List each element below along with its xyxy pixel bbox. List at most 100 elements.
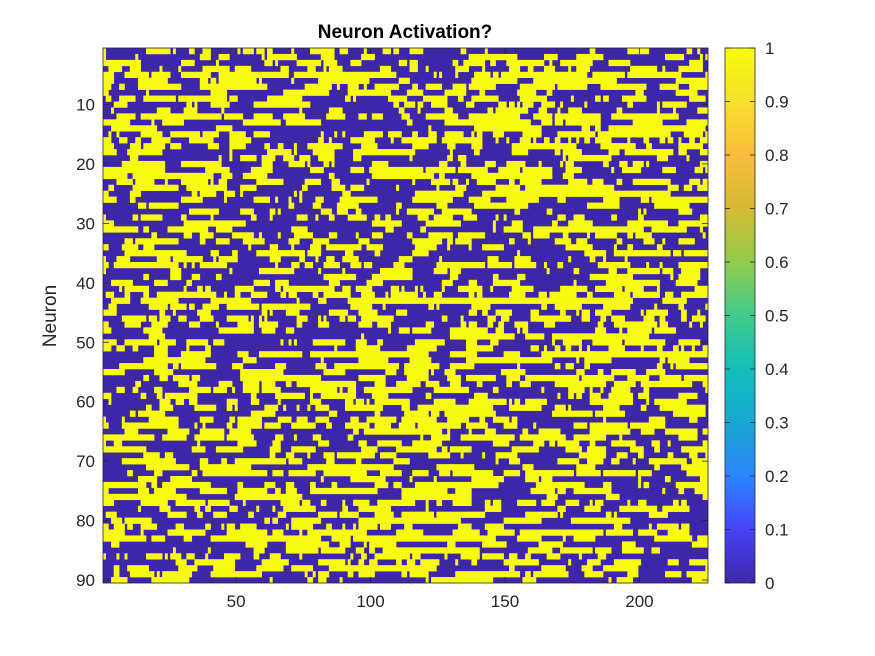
heatmap-cell-active xyxy=(643,238,655,245)
heatmap-cell-active xyxy=(417,107,421,114)
heatmap-cell-active xyxy=(347,89,392,96)
heatmap-cell-active xyxy=(310,48,335,55)
heatmap-cell-active xyxy=(137,410,166,417)
heatmap-cell-active xyxy=(487,262,513,269)
heatmap-cell-active xyxy=(221,523,225,530)
heatmap-cell-active xyxy=(328,137,332,144)
heatmap-cell-active xyxy=(291,422,316,429)
heatmap-cell-active xyxy=(137,83,182,90)
heatmap-cell-active xyxy=(686,119,709,126)
heatmap-cell-active xyxy=(673,410,706,417)
heatmap-cell-active xyxy=(681,309,687,316)
heatmap-cell-active xyxy=(522,577,537,584)
x-axis: 50 100 150 200 xyxy=(227,48,654,611)
heatmap-cell-active xyxy=(162,571,193,578)
heatmap-cell-active xyxy=(234,285,254,293)
heatmap-cell-active xyxy=(611,315,625,322)
heatmap-cell-active xyxy=(108,184,115,191)
heatmap-cell-active xyxy=(543,262,547,269)
heatmap-cell-active xyxy=(573,487,612,495)
y-tick-label: 30 xyxy=(76,214,95,233)
heatmap-cell-active xyxy=(250,392,257,400)
heatmap-cell-active xyxy=(471,476,504,483)
heatmap-cell-active xyxy=(180,214,187,221)
heatmap-cell-active xyxy=(603,404,620,411)
heatmap-cell-active xyxy=(514,262,537,269)
heatmap-cell-active xyxy=(557,440,580,447)
heatmap-cell-active xyxy=(511,220,523,227)
heatmap-cell-active xyxy=(624,285,644,293)
heatmap-cell-active xyxy=(369,541,397,548)
heatmap-cell-active xyxy=(409,476,413,483)
heatmap-cell-active xyxy=(199,262,227,269)
heatmap-cell-active xyxy=(296,380,357,388)
heatmap-cell-active xyxy=(371,160,389,168)
heatmap-cell-active xyxy=(253,131,271,138)
heatmap-cell-active xyxy=(654,535,693,542)
heatmap-cell-active xyxy=(648,523,652,530)
heatmap-cell-active xyxy=(460,315,464,322)
heatmap-cell-active xyxy=(103,535,147,542)
heatmap-cell-active xyxy=(339,577,343,584)
heatmap-cell-active xyxy=(129,190,141,197)
heatmap-cell-active xyxy=(509,101,515,108)
heatmap-cell-active xyxy=(560,160,564,168)
heatmap-cell-active xyxy=(355,232,359,239)
heatmap-cell-active xyxy=(678,262,709,269)
heatmap-cell-active xyxy=(412,196,453,203)
heatmap-cell-active xyxy=(573,535,596,542)
heatmap-cell-active xyxy=(568,155,612,162)
heatmap-cell-active xyxy=(527,547,553,554)
heatmap-cell-active xyxy=(525,470,574,477)
heatmap-cell-active xyxy=(554,303,582,310)
heatmap-cell-active xyxy=(156,107,171,114)
heatmap-cell-active xyxy=(350,303,373,310)
heatmap-cell-active xyxy=(323,160,330,168)
heatmap-cell-active xyxy=(549,440,556,447)
heatmap-cell-active xyxy=(363,541,367,548)
heatmap-cell-active xyxy=(570,517,631,524)
heatmap-cell-active xyxy=(436,464,475,471)
heatmap-cell-active xyxy=(283,89,330,96)
heatmap-cell-active xyxy=(495,214,499,221)
heatmap-cell-active xyxy=(619,327,623,334)
heatmap-cell-active xyxy=(503,559,539,566)
heatmap-cell-active xyxy=(315,256,319,263)
heatmap-cell-active xyxy=(511,416,518,423)
heatmap-cell-active xyxy=(476,178,496,186)
heatmap-cell-active xyxy=(678,392,698,400)
heatmap-cell-active xyxy=(116,113,136,120)
heatmap-cell-active xyxy=(224,190,236,197)
heatmap-cell-active xyxy=(103,523,109,530)
heatmap-cell-active xyxy=(638,214,644,221)
heatmap-cell-active xyxy=(492,279,521,287)
heatmap-cell-active xyxy=(627,137,631,144)
heatmap-cell-active xyxy=(495,107,529,114)
heatmap-cell-active xyxy=(654,464,660,471)
heatmap-cell-active xyxy=(226,529,268,536)
heatmap-cell-active xyxy=(342,523,346,530)
heatmap-cell-active xyxy=(457,285,483,293)
heatmap-cell-active xyxy=(183,262,187,269)
heatmap-cell-active xyxy=(288,160,305,168)
heatmap-cell-active xyxy=(183,285,187,293)
heatmap-cell-active xyxy=(576,464,596,471)
heatmap-cell-active xyxy=(143,357,206,364)
heatmap-cell-active xyxy=(554,345,561,352)
heatmap-cell-active xyxy=(180,59,195,67)
heatmap-cell-active xyxy=(404,101,416,108)
heatmap-cell-active xyxy=(318,297,327,304)
heatmap-cell-active xyxy=(441,279,453,287)
heatmap-cell-active xyxy=(342,267,346,275)
heatmap-cell-active xyxy=(355,339,367,346)
heatmap-cell-active xyxy=(683,250,709,257)
heatmap-cell-active xyxy=(258,315,262,322)
heatmap-cell-active xyxy=(189,137,214,144)
heatmap-cell-active xyxy=(396,446,437,453)
heatmap-cell-active xyxy=(135,380,141,388)
heatmap-cell-active xyxy=(630,422,666,429)
heatmap-cell-active xyxy=(261,303,311,310)
heatmap-cell-active xyxy=(705,71,709,79)
heatmap-cell-active xyxy=(396,559,402,566)
heatmap-cell-active xyxy=(595,232,617,239)
